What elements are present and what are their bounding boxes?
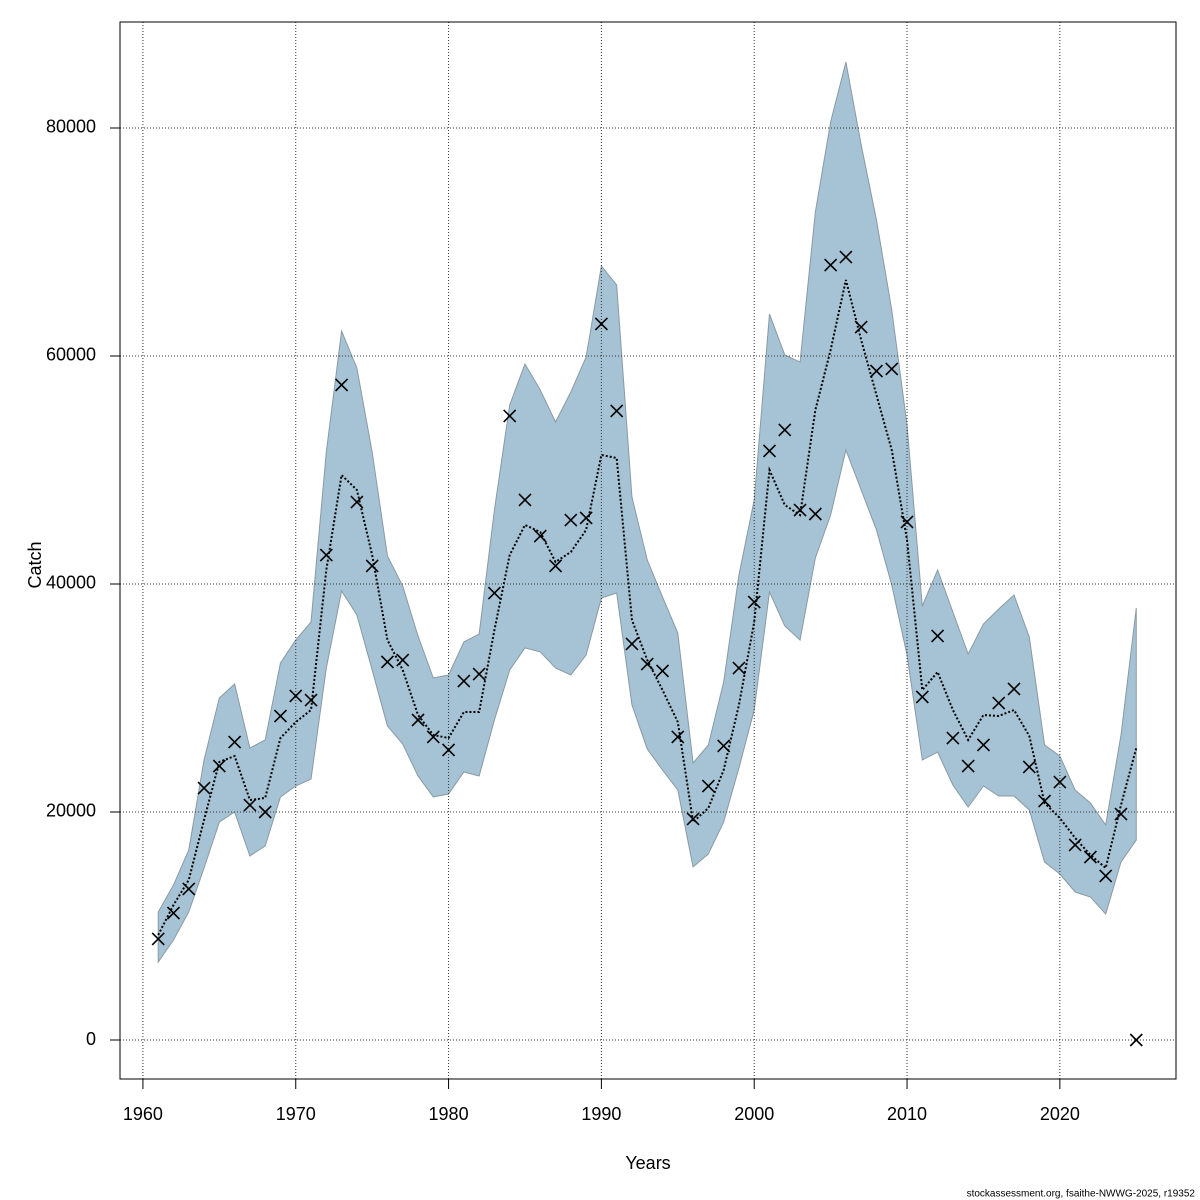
x-axis-label: Years: [625, 1153, 670, 1173]
y-axis-label: Catch: [25, 541, 45, 588]
observed-marker: [931, 629, 945, 643]
observed-marker: [1068, 838, 1082, 852]
observed-marker: [625, 637, 639, 651]
observed-marker: [533, 529, 547, 543]
observed-marker: [1099, 869, 1113, 883]
observed-marker: [854, 320, 868, 334]
observed-marker: [365, 559, 379, 573]
x-tick-label: 2020: [1040, 1104, 1080, 1124]
observed-marker: [976, 738, 991, 752]
y-tick-label: 80000: [46, 117, 96, 137]
observed-marker: [640, 657, 654, 671]
observed-marker: [472, 667, 486, 681]
observed-marker: [885, 362, 899, 376]
observed-marker: [228, 735, 242, 749]
x-tick-label: 2010: [887, 1104, 927, 1124]
observed-marker: [151, 932, 165, 946]
observed-marker: [182, 882, 196, 896]
observed-marker: [961, 759, 975, 773]
observed-marker: [793, 503, 807, 517]
x-tick-label: 2000: [734, 1104, 774, 1124]
observed-marker: [1022, 760, 1036, 774]
observed-marker: [992, 696, 1006, 710]
observed-marker: [579, 511, 593, 525]
observed-marker: [503, 409, 517, 423]
observed-marker: [319, 548, 333, 562]
observed-marker: [732, 661, 746, 675]
y-tick-label: 20000: [46, 801, 96, 821]
x-tick-label: 1990: [581, 1104, 621, 1124]
observed-marker: [839, 250, 853, 264]
observed-marker: [289, 689, 303, 703]
observed-marker: [915, 690, 929, 704]
observed-marker: [273, 709, 288, 723]
observed-marker: [426, 730, 440, 744]
confidence-band: [157, 61, 1137, 964]
observed-marker: [900, 515, 914, 529]
plot-frame: [119, 21, 1177, 1080]
observed-marker: [701, 779, 715, 793]
observed-marker: [487, 586, 501, 600]
observed-marker: [671, 730, 685, 744]
observed-marker: [778, 423, 792, 437]
observed-marker: [212, 759, 226, 773]
observed-marker: [1053, 775, 1067, 789]
x-tick-label: 1980: [429, 1104, 469, 1124]
observed-marker: [686, 812, 700, 826]
observed-marker: [411, 713, 425, 727]
observed-marker: [396, 653, 410, 667]
observed-marker: [824, 258, 838, 272]
observed-marker: [1083, 850, 1097, 864]
observed-marker: [869, 364, 884, 378]
observed-marker: [258, 805, 272, 819]
observed-marker: [1007, 682, 1021, 696]
observed-marker: [655, 664, 670, 678]
observed-marker: [808, 507, 822, 521]
observed-marker: [243, 798, 257, 812]
x-tick-label: 1960: [123, 1104, 163, 1124]
observed-marker: [762, 444, 777, 458]
observed-marker: [594, 317, 608, 331]
footer: stockassessment.org, fsaithe-NWWG-2025, …: [967, 1189, 1196, 1200]
observed-marker: [197, 781, 211, 795]
observed-marker: [335, 378, 349, 392]
observed-marker: [518, 493, 532, 507]
observed-marker: [457, 674, 471, 688]
observed-marker: [380, 655, 395, 669]
y-tick-label: 60000: [46, 345, 96, 365]
observed-marker: [1129, 1033, 1143, 1047]
observed-marker: [564, 513, 578, 527]
observed-marker: [610, 404, 624, 418]
observed-marker: [442, 743, 456, 757]
observed-marker: [548, 559, 563, 573]
observed-marker: [350, 495, 364, 509]
x-tick-label: 1970: [276, 1104, 316, 1124]
estimate-line: [157, 279, 1138, 936]
observed-marker: [946, 731, 960, 745]
observed-marker: [747, 595, 761, 609]
observed-marker: [166, 906, 181, 920]
observed-marker: [1114, 807, 1128, 821]
observed-marker: [304, 693, 318, 707]
observed-marker: [717, 739, 731, 753]
y-tick-label: 40000: [46, 573, 96, 593]
y-tick-label: 0: [86, 1029, 96, 1049]
observed-marker: [1038, 794, 1052, 808]
